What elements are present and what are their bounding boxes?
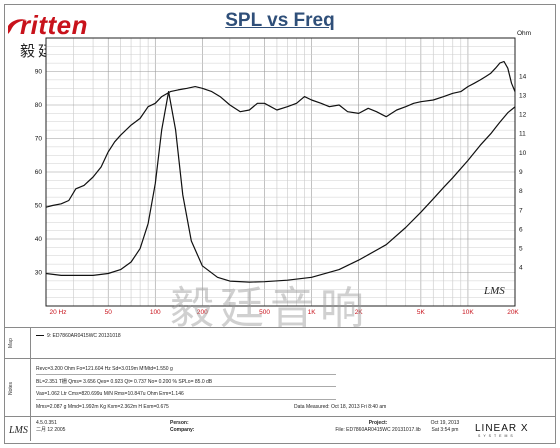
x-tick-label: 1K — [308, 309, 317, 316]
map-entry-text: 9: ED7860AR0415WC 20131018 — [47, 333, 121, 339]
legend-swatch — [36, 335, 44, 337]
note-separator — [36, 386, 336, 387]
y-tick-label-right: 7 — [519, 207, 523, 214]
date-measured: Data Measured: Oct 18, 2013 Fri 8:40 am — [294, 404, 387, 410]
footer-version: 4.5.0.351 — [36, 420, 57, 426]
label-column-divider — [30, 327, 31, 441]
note-separator — [36, 374, 336, 375]
divider-notes — [4, 358, 556, 359]
y-tick-label-right: 5 — [519, 246, 523, 253]
footer-company-label: Company: — [170, 427, 195, 433]
chart-title: SPL vs Freq — [225, 10, 335, 31]
footer-file: File: ED7860AR0415WC 20131017.lib — [335, 427, 421, 433]
chart-svg: 20 Hz 50 100 200 500 1K 2K 5K 10K 20K 30 40 50 60 70 80… — [35, 30, 531, 316]
map-panel-label: Map — [8, 338, 14, 348]
note-line: BL=2.351 T栅 Qms= 3.656 Qes= 0.923 Qt= 0.… — [36, 379, 213, 385]
y-tick-label-left: 70 — [35, 136, 43, 143]
page-frame — [4, 4, 556, 444]
x-tick-label: 20 Hz — [50, 309, 67, 316]
x-tick-label: 200 — [197, 309, 208, 316]
map-legend-entry: 9: ED7860AR0415WC 20131018 — [36, 333, 121, 339]
brand-word: ritten — [20, 10, 88, 40]
footer-version-block: 4.5.0.351 二月 12 2005 — [36, 420, 65, 434]
plot-border — [45, 37, 516, 307]
footer-printed-date: Oct 19, 2013 — [430, 420, 460, 426]
linearx-logo: LINEAR X — [475, 423, 529, 434]
y-tick-label-left: 40 — [35, 236, 43, 243]
footer-build-date: 二月 12 2005 — [36, 427, 66, 433]
y-tick-label-right: 13 — [519, 92, 527, 99]
watermark: 毅廷音响 — [170, 283, 370, 334]
x-tick-label: 2K — [355, 309, 364, 316]
y-tick-label-right: 14 — [519, 73, 527, 80]
footer-printed-time: Sat 3:54 pm — [431, 427, 459, 433]
chart-lms-logo: LMS — [484, 285, 505, 297]
note-line: Vas=1.062 Ltr Cms=820.699u M/N Rms=10.84… — [36, 391, 184, 397]
x-tick-label: 50 — [105, 309, 113, 316]
y-tick-label-right: 8 — [519, 188, 523, 195]
y-tick-label-left: 80 — [35, 102, 43, 109]
footer-project-block: Project: File: ED7860AR0415WC 20131017.l… — [318, 420, 438, 434]
y-tick-label-right: 12 — [519, 112, 527, 119]
x-tick-label: 20K — [507, 309, 519, 316]
footer-lms-logo: LMS — [9, 425, 28, 436]
note-line: Revc=3.200 Ohm Fo=121.604 Hz Sd=3.019m M… — [36, 366, 173, 372]
note-line: Mms=2.087 g Mmd=1.992m Kg Kxm=2.362m H E… — [36, 404, 169, 410]
y-tick-label-left: 30 — [35, 270, 43, 277]
footer-project-label: Project: — [368, 420, 388, 426]
footer-person-block: Person: Company: — [170, 420, 194, 434]
y2-axis-label: Ohm — [517, 30, 531, 37]
y-tick-label-right: 10 — [519, 150, 527, 157]
x-tick-label: 500 — [259, 309, 270, 316]
x-tick-label: 10K — [462, 309, 474, 316]
y-tick-label-left: 60 — [35, 169, 43, 176]
y-tick-label-right: 9 — [519, 169, 523, 176]
y-tick-label-right: 11 — [519, 131, 526, 138]
spl-curve — [45, 60, 516, 208]
linearx-subtitle: SYSTEMS — [478, 434, 516, 438]
y-tick-label-right: 6 — [519, 226, 523, 233]
divider-map — [4, 327, 556, 328]
note-separator — [36, 399, 336, 400]
y-tick-label-left: 50 — [35, 203, 43, 210]
divider-footer — [4, 416, 556, 417]
swoosh-icon — [8, 19, 26, 34]
x-tick-label: 100 — [150, 309, 161, 316]
footer-date-block: Oct 19, 2013 Sat 3:54 pm — [420, 420, 470, 434]
x-tick-label: 5K — [417, 309, 426, 316]
y-tick-label-left: 90 — [35, 69, 43, 76]
y-tick-label-right: 4 — [519, 265, 523, 272]
notes-panel-label: Notes — [8, 381, 14, 395]
footer-person-label: Person: — [170, 420, 189, 426]
impedance-curve — [45, 90, 516, 283]
